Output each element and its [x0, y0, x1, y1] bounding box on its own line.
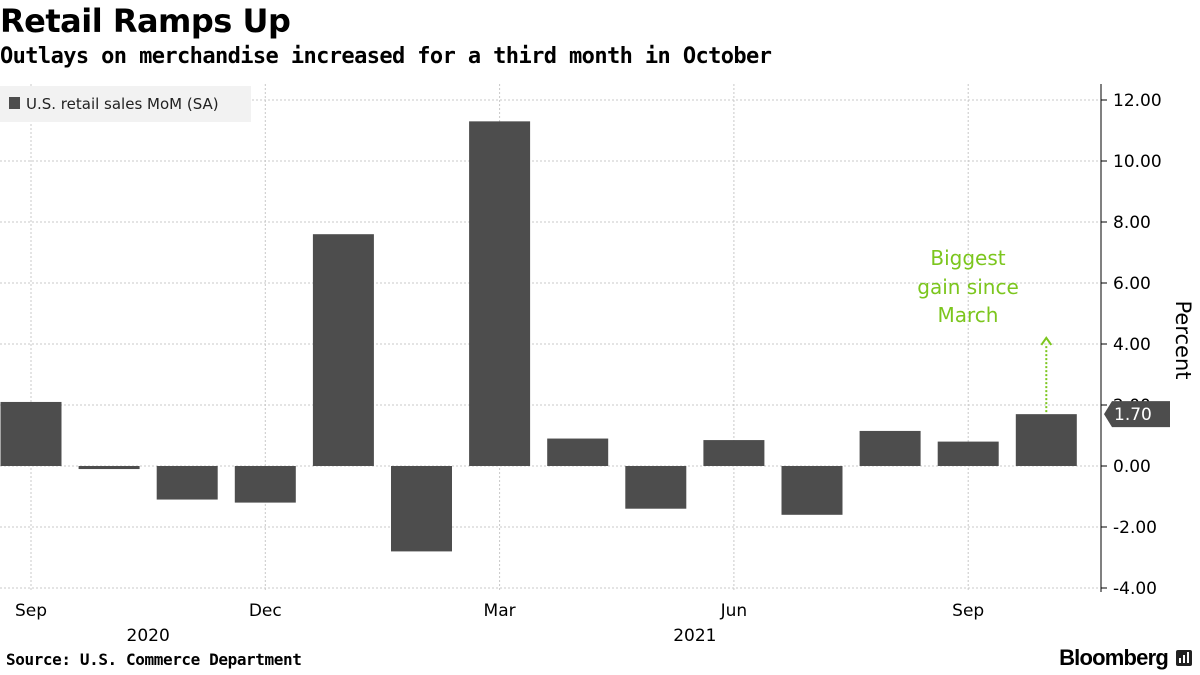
x-year-label: 2021 [673, 626, 716, 646]
bar-jan-2021 [312, 234, 374, 466]
chart-title: Retail Ramps Up [0, 2, 291, 40]
y-axis-title: Percent [1171, 300, 1195, 379]
annotation-arrow-head [1040, 336, 1053, 346]
y-tick-label: -4.00 [1113, 579, 1157, 599]
y-tick-label: 10.00 [1113, 152, 1162, 172]
legend: U.S. retail sales MoM (SA) [0, 86, 251, 122]
source-note: Source: U.S. Commerce Department [6, 650, 302, 669]
x-axis: Sep Dec Mar Jun Sep 2020 2021 [15, 601, 984, 646]
y-tick-label: 0.00 [1113, 457, 1151, 477]
annotation-text: March [938, 303, 999, 327]
bloomberg-logo: Bloomberg [1059, 645, 1169, 670]
bar-apr-2021 [547, 438, 609, 466]
x-year-label: 2020 [127, 626, 170, 646]
legend-swatch [9, 97, 20, 109]
y-tick-label: 12.00 [1113, 91, 1162, 111]
x-tick-label: Sep [15, 601, 47, 621]
bar-jun-2021 [703, 440, 765, 466]
bar-may-2021 [625, 466, 687, 509]
x-tick-label: Sep [952, 601, 984, 621]
bar-jul-2021 [781, 466, 843, 515]
y-tick-label: 4.00 [1113, 335, 1151, 355]
bar-feb-2021 [391, 466, 452, 552]
annotation: Biggest gain since March [917, 246, 1053, 413]
bar-oct-2021 [1015, 414, 1077, 466]
x-tick-label: Jun [720, 601, 748, 621]
bar-mar-2021 [469, 121, 531, 466]
y-tick-label: 6.00 [1113, 274, 1151, 294]
x-tick-label: Mar [484, 601, 516, 621]
bar-oct-2020 [78, 466, 140, 470]
y-axis: 12.0010.008.006.004.002.000.00-2.00-4.00… [1100, 84, 1195, 599]
legend-box [0, 86, 251, 122]
annotation-text: gain since [917, 275, 1019, 299]
bar-dec-2020 [234, 466, 296, 503]
last-value-label: 1.70 [1114, 405, 1152, 425]
bar-nov-2020 [156, 466, 218, 500]
bar-sep-2020 [0, 401, 62, 466]
grid-lines [0, 84, 1100, 592]
y-tick-label: 8.00 [1113, 213, 1151, 233]
bloomberg-mark-icon [1176, 650, 1192, 666]
x-tick-label: Dec [249, 601, 282, 621]
bar-aug-2021 [859, 430, 921, 466]
bar-sep-2021 [937, 441, 999, 466]
annotation-text: Biggest [930, 246, 1005, 270]
legend-label: U.S. retail sales MoM (SA) [26, 95, 219, 113]
chart-subtitle: Outlays on merchandise increased for a t… [0, 44, 772, 69]
last-value-badge [1104, 401, 1170, 428]
last-value-callout: 1.70 [1104, 401, 1170, 428]
bars [0, 121, 1077, 552]
y-tick-label: -2.00 [1113, 518, 1157, 538]
